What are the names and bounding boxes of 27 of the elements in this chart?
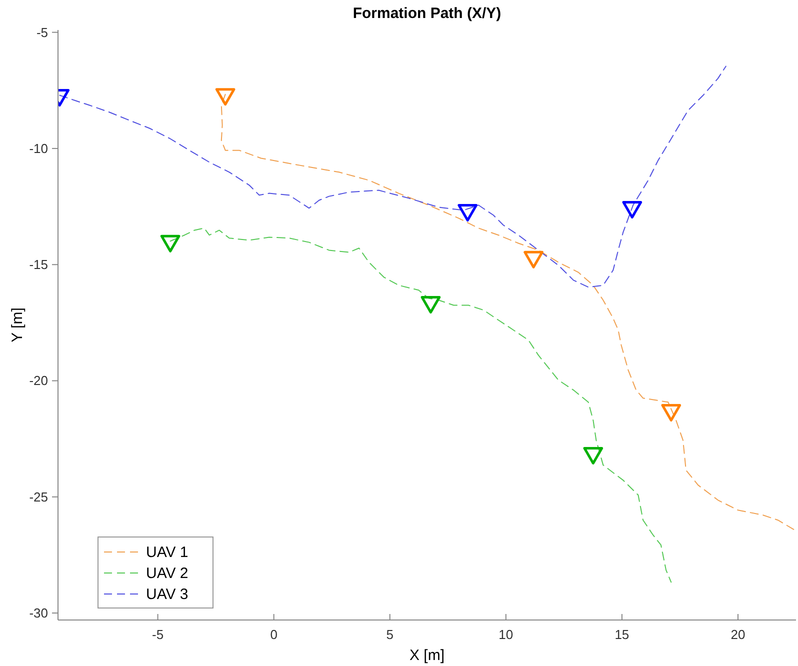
point [524, 250, 544, 268]
x-tick-label: -5 [152, 627, 164, 642]
x-tick-label: 10 [498, 627, 514, 642]
x-tick-label: 20 [730, 627, 746, 642]
point [420, 296, 441, 314]
y-tick-label: -25 [29, 489, 48, 504]
chart-title: Formation Path (X/Y) [352, 5, 502, 22]
y-axis-title: Y [m] [9, 308, 26, 342]
x-tick-label: 5 [386, 627, 394, 642]
point [622, 200, 642, 218]
x-tick-label: 0 [270, 627, 278, 642]
y-tick-label: -15 [29, 257, 48, 272]
line-series [59, 66, 726, 288]
legend-label: UAV 1 [146, 544, 188, 561]
point [583, 446, 604, 464]
legend-label: UAV 2 [146, 565, 188, 582]
y-tick-label: -5 [36, 24, 48, 40]
x-axis-title: X [m] [409, 647, 445, 664]
point [661, 404, 682, 422]
y-tick-label: -20 [29, 373, 48, 388]
point [160, 234, 180, 252]
x-tick-label: 15 [614, 627, 630, 642]
point [458, 204, 478, 222]
legend-label: UAV 3 [146, 586, 188, 603]
y-tick-label: -10 [29, 140, 48, 156]
point [215, 88, 236, 106]
y-tick-label: -30 [29, 606, 48, 621]
